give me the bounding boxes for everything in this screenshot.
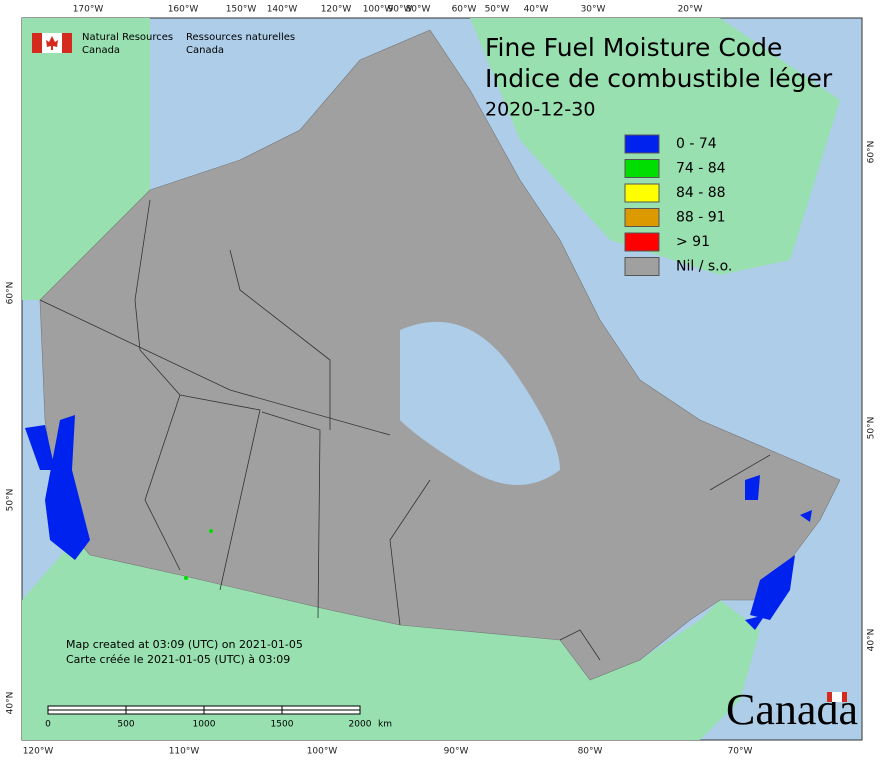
legend-label: 84 - 88 <box>676 185 726 201</box>
graticule-label: 80°W <box>406 5 431 15</box>
graticule-label: 60°N <box>867 141 877 164</box>
graticule-label: 40°N <box>867 629 877 652</box>
agency-fr: Canada <box>186 45 224 56</box>
graticule-label: 40°W <box>524 5 549 15</box>
legend-swatch <box>624 183 660 203</box>
graticule-label: 110°W <box>169 747 200 757</box>
date: 2020-12-30 <box>485 99 595 121</box>
graticule-label: 140°W <box>267 5 298 15</box>
graticule-label: 120°W <box>23 747 54 757</box>
scale-bar <box>48 706 360 714</box>
borders <box>39 199 771 661</box>
legend-swatch <box>624 159 660 178</box>
title-en: Fine Fuel Moisture Code <box>485 33 782 62</box>
fuel-74-84 <box>209 529 213 533</box>
hudson-bay <box>400 321 560 485</box>
fuel-74-84 <box>184 576 188 580</box>
graticule-label: 80°W <box>578 747 603 757</box>
scale-label: 0 <box>45 720 51 730</box>
agency-en: Canada <box>82 45 120 56</box>
scale-label: 1500 <box>271 720 294 730</box>
graticule-label: 60°N <box>6 282 16 305</box>
agency-en: Natural Resources <box>82 32 173 43</box>
note: Carte créée le 2021-01-05 (UTC) à 03:09 <box>66 653 290 666</box>
title-fr: Indice de combustible léger <box>485 64 833 93</box>
graticule-label: 90°W <box>444 747 469 757</box>
graticule-label: 40°N <box>6 692 16 715</box>
flag <box>32 33 42 53</box>
legend-label: 0 - 74 <box>676 136 717 152</box>
wordmark-flag <box>832 692 842 702</box>
alaska <box>22 18 150 300</box>
graticule-label: 160°W <box>168 5 199 15</box>
graticule-label: 50°W <box>485 5 510 15</box>
graticule-label: 170°W <box>73 5 104 15</box>
graticule-label: 20°W <box>678 5 703 15</box>
legend-swatch <box>624 134 660 154</box>
flag <box>62 33 72 53</box>
legend-swatch <box>624 232 660 252</box>
graticule-label: 150°W <box>226 5 257 15</box>
graticule-label: 50°N <box>867 417 877 440</box>
flag <box>46 36 58 50</box>
scale-label: 500 <box>117 720 134 730</box>
legend-swatch <box>624 257 660 276</box>
agency-fr: Ressources naturelles <box>186 32 295 43</box>
legend-label: > 91 <box>676 234 710 250</box>
scale-unit: km <box>378 720 392 730</box>
graticule-label: 120°W <box>321 5 352 15</box>
scale-label: 1000 <box>193 720 216 730</box>
united-states <box>22 545 760 740</box>
graticule-label: 50°N <box>6 489 16 512</box>
graticule-label: 100°W <box>307 747 338 757</box>
scale-label: 2000 <box>349 720 372 730</box>
graticule-label: 100°W <box>363 5 394 15</box>
graticule-label: 90°W <box>388 5 413 15</box>
graticule-label: 60°W <box>452 5 477 15</box>
graticule-label: 70°W <box>728 747 753 757</box>
legend-label: 74 - 84 <box>676 161 726 177</box>
legend-swatch <box>624 208 660 227</box>
note: Map created at 03:09 (UTC) on 2021-01-05 <box>66 638 303 651</box>
legend-label: 88 - 91 <box>676 210 726 226</box>
graticule-label: 30°W <box>581 5 606 15</box>
legend-label: Nil / s.o. <box>676 259 732 275</box>
